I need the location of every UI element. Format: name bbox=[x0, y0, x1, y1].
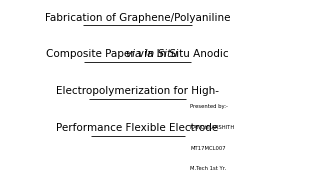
Text: Electropolymerization for High-: Electropolymerization for High- bbox=[56, 86, 219, 96]
Text: Composite Paper via In Situ Anodic: Composite Paper via In Situ Anodic bbox=[46, 50, 229, 60]
Text: via In Situ: via In Situ bbox=[126, 50, 178, 60]
Text: Fabrication of Graphene/Polyaniline: Fabrication of Graphene/Polyaniline bbox=[45, 13, 230, 23]
Text: MT17MCL007: MT17MCL007 bbox=[190, 146, 226, 151]
Text: M.Tech 1st Yr.: M.Tech 1st Yr. bbox=[190, 166, 227, 172]
Text: Performance Flexible Electrode: Performance Flexible Electrode bbox=[56, 123, 219, 133]
Text: Presented by:-: Presented by:- bbox=[190, 104, 228, 109]
Text: KANCHI AKSHITH: KANCHI AKSHITH bbox=[190, 125, 235, 130]
